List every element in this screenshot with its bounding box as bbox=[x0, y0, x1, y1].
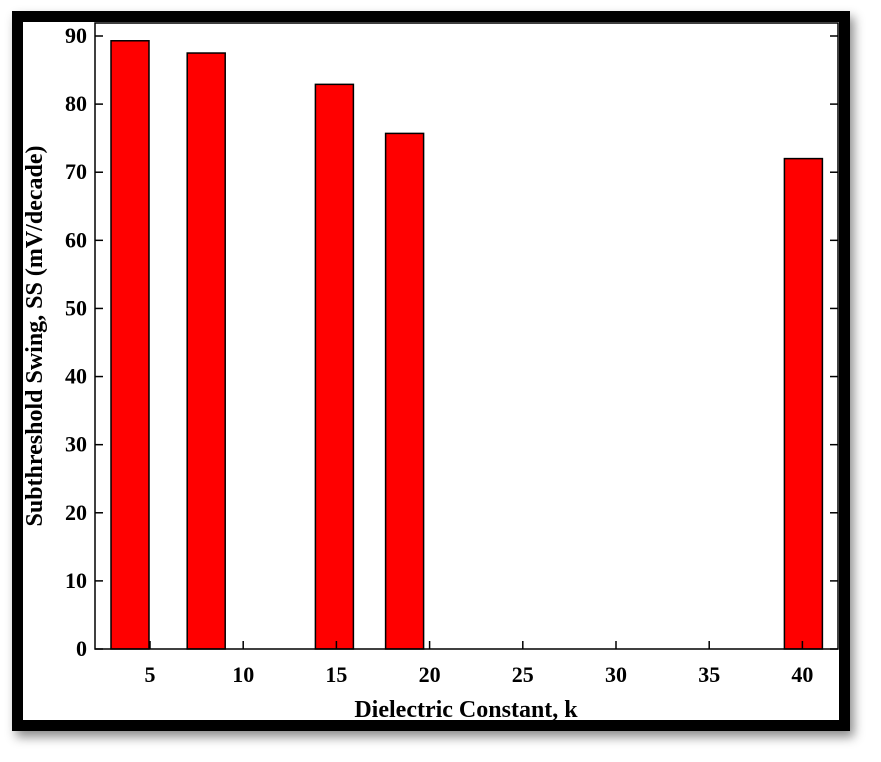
x-tick-label: 40 bbox=[791, 662, 813, 687]
y-tick-label: 70 bbox=[65, 159, 87, 184]
x-axis-title: Dielectric Constant, k bbox=[354, 697, 578, 723]
bar-15 bbox=[314, 83, 355, 650]
y-tick-label: 50 bbox=[65, 295, 87, 320]
x-tick-label: 30 bbox=[605, 662, 627, 687]
bar-40 bbox=[783, 157, 824, 650]
y-tick-label: 20 bbox=[65, 500, 87, 525]
y-tick-label: 60 bbox=[65, 227, 87, 252]
x-tick-label: 5 bbox=[145, 662, 156, 687]
y-axis: 0 10 20 30 40 50 60 70 80 90 bbox=[65, 23, 838, 661]
x-tick-label: 10 bbox=[232, 662, 254, 687]
chart-frame bbox=[12, 11, 850, 731]
y-tick-label: 10 bbox=[65, 568, 87, 593]
x-tick-label: 20 bbox=[419, 662, 441, 687]
plot-area bbox=[94, 22, 839, 650]
bars-group bbox=[110, 40, 824, 650]
bar-10 bbox=[186, 52, 226, 650]
y-tick-label: 90 bbox=[65, 23, 87, 48]
y-tick-label: 0 bbox=[76, 636, 87, 661]
y-axis-title: Subthreshold Swing, SS (mV/decade) bbox=[22, 146, 48, 527]
x-tick-label: 15 bbox=[325, 662, 347, 687]
x-tick-label: 35 bbox=[698, 662, 720, 687]
x-tick-label: 25 bbox=[512, 662, 534, 687]
y-tick-label: 40 bbox=[65, 364, 87, 389]
bar-20 bbox=[384, 132, 425, 650]
y-tick-label: 30 bbox=[65, 432, 87, 457]
y-tick-label: 80 bbox=[65, 91, 87, 116]
bar-5 bbox=[110, 40, 150, 650]
x-axis: 5 10 15 20 25 30 35 40 bbox=[145, 641, 813, 687]
